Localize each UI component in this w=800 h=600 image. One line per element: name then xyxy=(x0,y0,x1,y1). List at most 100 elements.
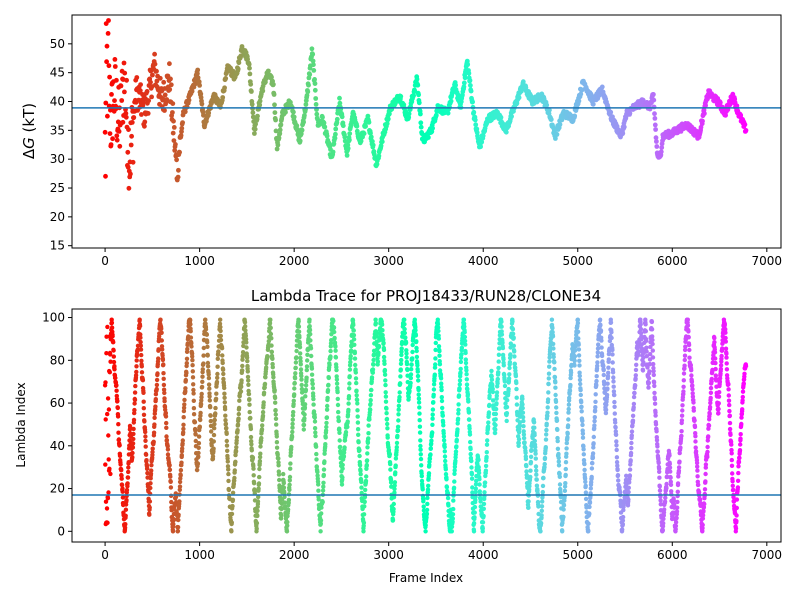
lambda-point xyxy=(325,395,330,401)
lambda-point xyxy=(154,382,160,388)
lambda-point xyxy=(565,431,570,436)
lambda-point xyxy=(561,514,566,520)
lambda-point xyxy=(568,382,573,388)
delta-g-point xyxy=(418,124,424,130)
lambda-point xyxy=(467,426,472,431)
lambda-point xyxy=(654,438,660,443)
lambda-point xyxy=(712,340,717,345)
delta-g-point xyxy=(246,62,252,67)
delta-g-point xyxy=(134,75,140,80)
lambda-point xyxy=(601,367,606,373)
lambda-point xyxy=(353,370,358,375)
lambda-point xyxy=(393,463,398,468)
lambda-point xyxy=(223,421,229,426)
lambda-point xyxy=(254,526,259,531)
lambda-point xyxy=(598,328,604,333)
lambda-point xyxy=(553,399,559,404)
lambda-point xyxy=(117,442,122,448)
lambda-point xyxy=(616,478,621,483)
lambda-point xyxy=(311,396,316,402)
delta-g-point xyxy=(652,116,658,121)
lambda-point xyxy=(655,444,660,449)
lambda-point xyxy=(276,463,281,468)
lambda-point xyxy=(116,430,121,435)
lambda-point xyxy=(418,452,423,457)
lambda-point xyxy=(620,527,625,532)
lambda-point xyxy=(656,460,661,466)
lambda-point xyxy=(105,411,110,417)
lambda-point xyxy=(123,507,129,512)
lambda-point xyxy=(674,509,680,514)
delta-g-point xyxy=(103,173,108,179)
delta-g-point xyxy=(170,110,175,115)
lambda-point xyxy=(218,324,223,330)
delta-g-point xyxy=(199,101,205,107)
lambda-point xyxy=(664,474,670,479)
lambda-point xyxy=(631,405,636,410)
lambda-point xyxy=(286,497,292,503)
lambda-point xyxy=(177,479,183,485)
delta-g-point xyxy=(126,127,131,132)
lambda-point xyxy=(191,391,196,396)
lambda-point xyxy=(516,440,521,446)
lambda-point xyxy=(179,460,184,465)
lambda-point xyxy=(274,434,279,439)
lambda-point xyxy=(487,402,492,408)
lambda-point xyxy=(197,424,202,429)
lambda-point xyxy=(154,377,160,383)
delta-g-point xyxy=(479,139,485,145)
lambda-point xyxy=(294,348,299,354)
lambda-point xyxy=(540,499,545,504)
lambda-point xyxy=(455,416,461,421)
lambda-point xyxy=(124,497,129,503)
lambda-point xyxy=(177,487,182,492)
lambda-point xyxy=(209,443,214,448)
delta-g-point xyxy=(365,113,371,119)
delta-g-point xyxy=(110,136,115,142)
lambda-point xyxy=(651,368,656,374)
lambda-point xyxy=(523,450,528,455)
lambda-point xyxy=(454,437,459,443)
delta-g-point xyxy=(247,65,252,71)
delta-g-point xyxy=(701,107,707,113)
lambda-point xyxy=(435,322,441,327)
lambda-point xyxy=(707,404,713,410)
lambda-point xyxy=(572,354,578,359)
lambda-point xyxy=(208,413,213,418)
lambda-point xyxy=(193,432,198,437)
lambda-point xyxy=(161,382,167,388)
lambda-point xyxy=(706,423,712,428)
lambda-point xyxy=(441,434,447,439)
lambda-point xyxy=(278,516,284,521)
lambda-point xyxy=(244,340,249,345)
lambda-point xyxy=(675,481,681,486)
lambda-point xyxy=(529,447,534,453)
lambda-point xyxy=(319,505,324,510)
lambda-point xyxy=(481,513,486,519)
lambda-point xyxy=(199,391,204,397)
lambda-point xyxy=(111,340,116,345)
lambda-point xyxy=(388,480,394,485)
delta-g-point xyxy=(653,135,659,141)
lambda-point xyxy=(409,367,414,372)
lambda-point xyxy=(592,418,597,424)
lambda-point xyxy=(249,448,254,453)
delta-g-point xyxy=(472,117,478,123)
lambda-point xyxy=(668,475,673,480)
lambda-point xyxy=(520,405,525,411)
lambda-point xyxy=(673,526,678,532)
lambda-point xyxy=(106,490,111,495)
delta-g-point xyxy=(553,136,558,141)
lambda-point xyxy=(514,395,519,400)
delta-g-point xyxy=(106,63,112,69)
lambda-point xyxy=(123,522,128,527)
lambda-point xyxy=(106,457,111,462)
delta-g-point xyxy=(206,110,212,116)
lambda-point xyxy=(232,468,237,473)
lambda-point xyxy=(506,376,512,381)
lambda-point xyxy=(464,372,469,377)
lambda-point xyxy=(452,468,457,473)
lambda-point xyxy=(696,490,702,495)
lambda-point xyxy=(453,458,458,463)
lambda-point xyxy=(682,357,687,363)
